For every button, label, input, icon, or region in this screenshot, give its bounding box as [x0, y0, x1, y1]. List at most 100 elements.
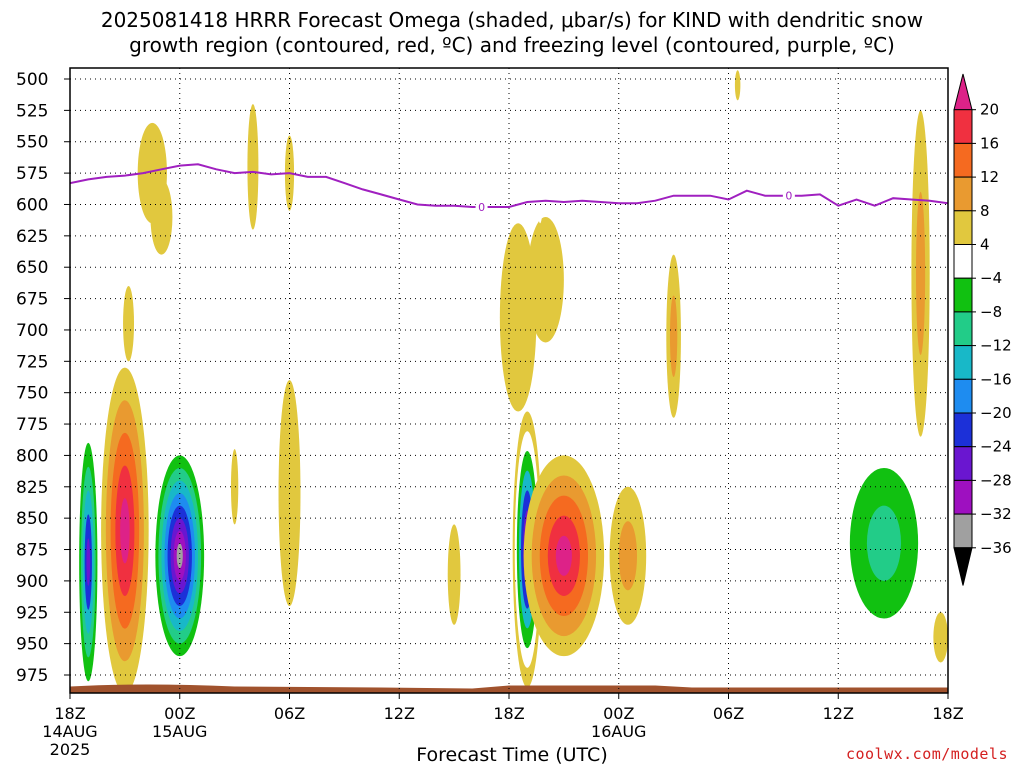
omega-feature-28-level-1: [915, 191, 926, 356]
x-tick-label: 18Z: [493, 704, 524, 723]
omega-feature-26-level-2: [866, 505, 902, 581]
y-tick-label: 900: [16, 572, 48, 592]
omega-feature-8-level-0: [123, 286, 135, 362]
credit-text: coolwx.com/models: [845, 745, 1008, 763]
y-tick-label: 550: [16, 133, 48, 153]
omega-feature-24-level-0: [662, 505, 670, 606]
omega-feature-22-level-0: [697, 267, 705, 368]
colorbar-label: −4: [980, 269, 1002, 287]
colorbar-bin: [953, 446, 973, 481]
omega-feature-21-level-1: [669, 295, 678, 377]
colorbar-label: −20: [980, 404, 1012, 422]
colorbar-label: 12: [980, 168, 999, 186]
omega-feature-20-level-0: [600, 72, 630, 186]
x-tick-label: 00Z: [603, 704, 634, 723]
colorbar-bin: [953, 311, 973, 347]
colorbar-label: 20: [980, 101, 999, 119]
x-tick-label: 06Z: [274, 704, 305, 723]
omega-feature-6-level-0: [247, 104, 259, 230]
omega-feature-23-level-0: [701, 518, 708, 594]
y-tick-label: 975: [16, 666, 48, 686]
omega-feature-15-level-0: [499, 223, 537, 412]
colorbar-label: −16: [980, 370, 1012, 388]
colorbar-bin: [953, 109, 973, 144]
y-tick-label: 800: [16, 446, 48, 466]
y-tick-label: 700: [16, 321, 48, 341]
y-tick-label: 850: [16, 509, 48, 529]
y-tick-label: 825: [16, 478, 48, 498]
omega-shaded-field: [79, 70, 948, 693]
y-tick-label: 600: [16, 195, 48, 215]
omega-feature-13-level-0: [447, 524, 461, 625]
chart-title-line-2: growth region (contoured, red, ºC) and f…: [129, 33, 895, 57]
omega-feature-18-level-0: [527, 217, 564, 343]
y-tick-label: 675: [16, 290, 48, 310]
colorbar-label: 16: [980, 134, 999, 152]
omega-feature-29-level-0: [933, 166, 945, 393]
y-tick-label: 750: [16, 384, 48, 404]
omega-feature-19-level-0: [535, 72, 545, 224]
omega-feature-30-level-0: [933, 612, 948, 663]
omega-feature-12-level-0: [289, 634, 327, 665]
x-axis-title: Forecast Time (UTC): [416, 744, 608, 766]
colorbar-label: −8: [980, 303, 1002, 321]
omega-feature-25-level-0: [734, 70, 741, 101]
colorbar-bin: [953, 277, 973, 313]
colorbar-bin: [953, 547, 973, 586]
y-tick-label: 500: [16, 70, 48, 90]
y-tick-label: 525: [16, 101, 48, 121]
x-tick-label: 18Z: [54, 704, 85, 723]
freezing-level-label-bg-1: [782, 187, 795, 202]
x-tick-label: 18Z: [932, 704, 963, 723]
freezing-level-label-0: 0: [478, 201, 485, 214]
colorbar-label: −36: [980, 539, 1012, 557]
x-tick-year: 2025: [50, 740, 91, 759]
colorbar: 20 16 12 8 4 −4 −8 −12 −16 −20 −24 −28 −32 −36: [953, 73, 1012, 586]
freezing-level-line: [70, 163, 948, 208]
colorbar-label: −12: [980, 337, 1012, 355]
colorbar-bin: [953, 513, 973, 549]
colorbar-label: −28: [980, 471, 1012, 489]
chart-title: 2025081418 HRRR Forecast Omega (shaded, …: [0, 8, 1024, 58]
x-tick-label: 12Z: [384, 704, 415, 723]
colorbar-bin: [953, 244, 973, 279]
y-tick-label: 650: [16, 258, 48, 278]
x-tick-date: 14AUG: [42, 722, 97, 741]
y-tick-label: 775: [16, 415, 48, 435]
omega-feature-2-level-8: [176, 543, 183, 569]
chart-title-line-1: 2025081418 HRRR Forecast Omega (shaded, …: [100, 8, 924, 32]
y-tick-label: 950: [16, 635, 48, 655]
y-tick-label: 875: [16, 541, 48, 561]
colorbar-label: −32: [980, 505, 1012, 523]
freezing-level-label-bg-0: [475, 198, 488, 213]
colorbar-bin: [953, 210, 973, 246]
x-tick-label: 12Z: [823, 704, 854, 723]
y-tick-label: 575: [16, 164, 48, 184]
colorbar-label: 8: [980, 202, 990, 220]
colorbar-label: 4: [980, 236, 990, 254]
omega-feature-17-level-1: [618, 521, 638, 591]
omega-feature-11-level-0: [322, 398, 330, 512]
colorbar-bin: [953, 345, 973, 380]
omega-feature-1-level-4: [120, 498, 130, 564]
x-tick-date: 16AUG: [591, 722, 646, 741]
colorbar-bin: [953, 142, 973, 178]
omega-feature-0-level-4: [86, 538, 91, 586]
y-tick-label: 625: [16, 227, 48, 247]
colorbar-bin: [953, 479, 973, 515]
omega-feature-9-level-0: [230, 449, 239, 525]
colorbar-bin: [953, 73, 973, 111]
omega-feature-27-level-0: [841, 317, 861, 481]
gridlines: [70, 68, 948, 693]
x-tick-label: 00Z: [164, 704, 195, 723]
y-tick-label: 925: [16, 603, 48, 623]
omega-feature-5-level-0: [210, 122, 222, 261]
colorbar-label: −24: [980, 438, 1012, 456]
colorbar-bin: [953, 378, 973, 414]
colorbar-bin: [953, 176, 973, 212]
omega-feature-4-level-0: [150, 179, 173, 255]
omega-feature-16-level-4: [555, 535, 572, 576]
y-tick-label: 725: [16, 352, 48, 372]
